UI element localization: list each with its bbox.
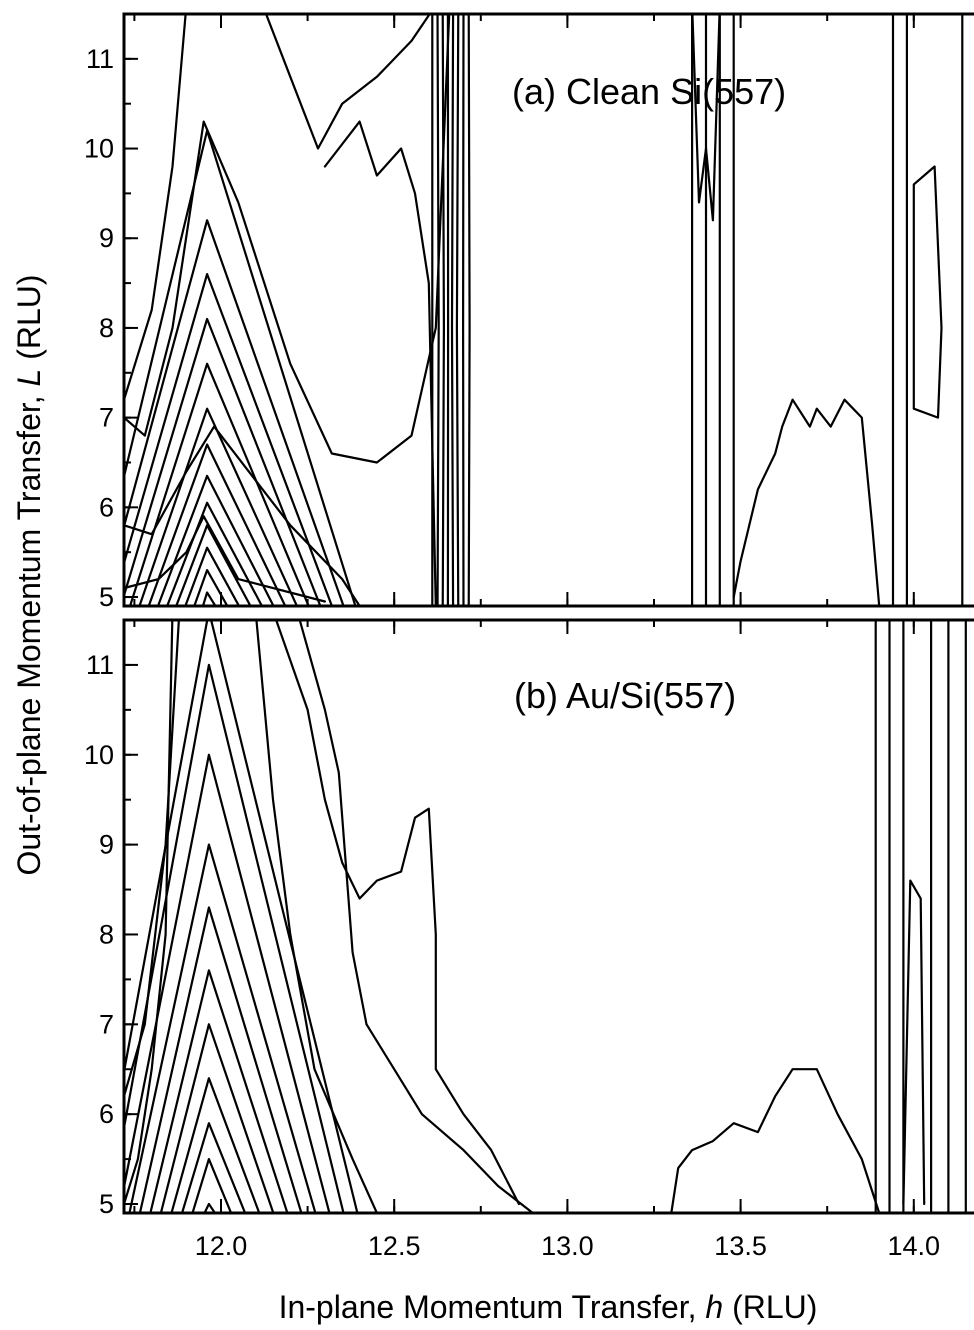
y-axis-label: Out-of-plane Momentum Transfer, L (RLU) <box>11 274 47 875</box>
plot-frame <box>122 12 974 608</box>
contour-peak <box>156 474 275 606</box>
contour-rod <box>691 14 721 222</box>
x-tick-label: 12.5 <box>368 1231 421 1261</box>
contour-rod <box>455 14 460 606</box>
contour-peak <box>201 591 217 606</box>
y-axis-label-part2: (RLU) <box>11 274 47 368</box>
contour-outer <box>323 120 437 606</box>
y-tick-label: 8 <box>99 919 114 949</box>
y-tick-label: 10 <box>84 740 114 770</box>
x-axis-label-part2: (RLU) <box>723 1289 817 1325</box>
contour-outer <box>274 620 520 1206</box>
contour-peak <box>193 569 229 606</box>
contour-outer <box>124 14 187 401</box>
contour-outer <box>124 620 174 1206</box>
contour-peak <box>124 753 331 1213</box>
panel-b-label: (b) Au/Si(557) <box>514 675 736 716</box>
contour-rod <box>467 14 471 606</box>
x-tick-label: 13.5 <box>714 1231 767 1261</box>
contour-peak <box>166 501 264 606</box>
x-axis-label: In-plane Momentum Transfer, h (RLU) <box>279 1289 818 1325</box>
contour-peak <box>124 515 326 603</box>
x-tick-label: 13.0 <box>541 1231 594 1261</box>
contour-lines-a <box>124 14 964 606</box>
y-tick-label: 5 <box>99 1189 114 1219</box>
contour-peak <box>124 620 359 1213</box>
panel-a-label: (a) Clean Si(557) <box>512 71 786 112</box>
contour-rod <box>912 165 943 419</box>
contour-speckle <box>732 398 881 606</box>
contour-peak <box>124 425 361 606</box>
contour-peak <box>124 219 345 606</box>
y-tick-label: 9 <box>99 223 114 253</box>
contour-outer <box>124 14 451 464</box>
y-tick-label: 6 <box>99 492 114 522</box>
contour-peak <box>184 546 241 606</box>
contour-peak <box>124 273 334 606</box>
contour-outer <box>255 620 378 1213</box>
y-tick-label: 11 <box>86 650 114 680</box>
y-tick-label: 7 <box>99 1009 114 1039</box>
contour-outer <box>124 620 180 1098</box>
contour-peak <box>124 317 322 606</box>
contour-peak <box>203 1202 217 1213</box>
y-tick-label: 8 <box>99 313 114 343</box>
x-tick-label: 12.0 <box>195 1231 248 1261</box>
contour-outer <box>264 14 432 150</box>
panel-b-plot: 5 6 7 8 9 10 11 12.0 12.5 13.0 13.5 14.0 <box>84 618 974 1261</box>
contour-peak <box>138 407 299 606</box>
y-axis-label-part1: Out-of-plane Momentum Transfer, <box>11 386 47 875</box>
contour-peak <box>138 906 303 1213</box>
y-tick-label: 9 <box>99 830 114 860</box>
contour-rod <box>902 879 926 1206</box>
contour-rod <box>450 14 455 606</box>
x-axis-label-var: h <box>705 1289 723 1325</box>
y-tick-label: 11 <box>86 44 114 74</box>
contour-peak <box>170 1077 261 1213</box>
y-tick-label: 5 <box>99 582 114 612</box>
contour-rod <box>436 14 440 606</box>
contour-peak <box>149 969 289 1213</box>
contour-peak <box>180 1122 247 1213</box>
contour-lines-b <box>124 620 967 1213</box>
x-tick-label: 14.0 <box>888 1231 941 1261</box>
y-tick-label: 7 <box>99 403 114 433</box>
contour-peak <box>175 524 252 606</box>
x-axis-label-part1: In-plane Momentum Transfer, <box>279 1289 706 1325</box>
y-tick-label: 10 <box>84 134 114 164</box>
contour-outer <box>298 620 534 1213</box>
contour-peak <box>128 843 317 1213</box>
contour-peak <box>147 443 287 606</box>
contour-speckle <box>670 1068 881 1213</box>
y-tick-label: 6 <box>99 1099 114 1129</box>
contour-peak <box>191 1158 233 1213</box>
contour-peak <box>159 1023 275 1213</box>
panel-a-plot: 5 6 7 8 9 10 11 <box>84 12 974 612</box>
contour-rod <box>441 14 445 606</box>
plot-frame <box>122 618 974 1215</box>
y-axis-label-var: L <box>11 369 47 387</box>
